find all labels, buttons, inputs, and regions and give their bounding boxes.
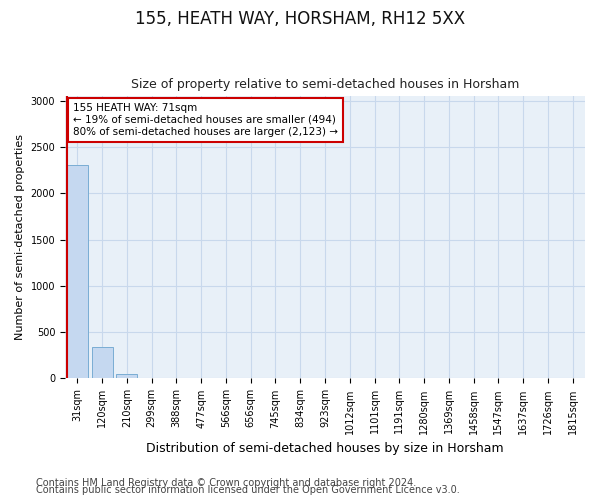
- Y-axis label: Number of semi-detached properties: Number of semi-detached properties: [15, 134, 25, 340]
- Text: 155 HEATH WAY: 71sqm
← 19% of semi-detached houses are smaller (494)
80% of semi: 155 HEATH WAY: 71sqm ← 19% of semi-detac…: [73, 104, 338, 136]
- Bar: [92, 347, 113, 378]
- Text: 155, HEATH WAY, HORSHAM, RH12 5XX: 155, HEATH WAY, HORSHAM, RH12 5XX: [135, 10, 465, 28]
- X-axis label: Distribution of semi-detached houses by size in Horsham: Distribution of semi-detached houses by …: [146, 442, 504, 455]
- Text: Contains HM Land Registry data © Crown copyright and database right 2024.: Contains HM Land Registry data © Crown c…: [36, 478, 416, 488]
- Bar: [67, 165, 88, 378]
- Title: Size of property relative to semi-detached houses in Horsham: Size of property relative to semi-detach…: [131, 78, 519, 91]
- Bar: [116, 374, 137, 378]
- Text: Contains public sector information licensed under the Open Government Licence v3: Contains public sector information licen…: [36, 485, 460, 495]
